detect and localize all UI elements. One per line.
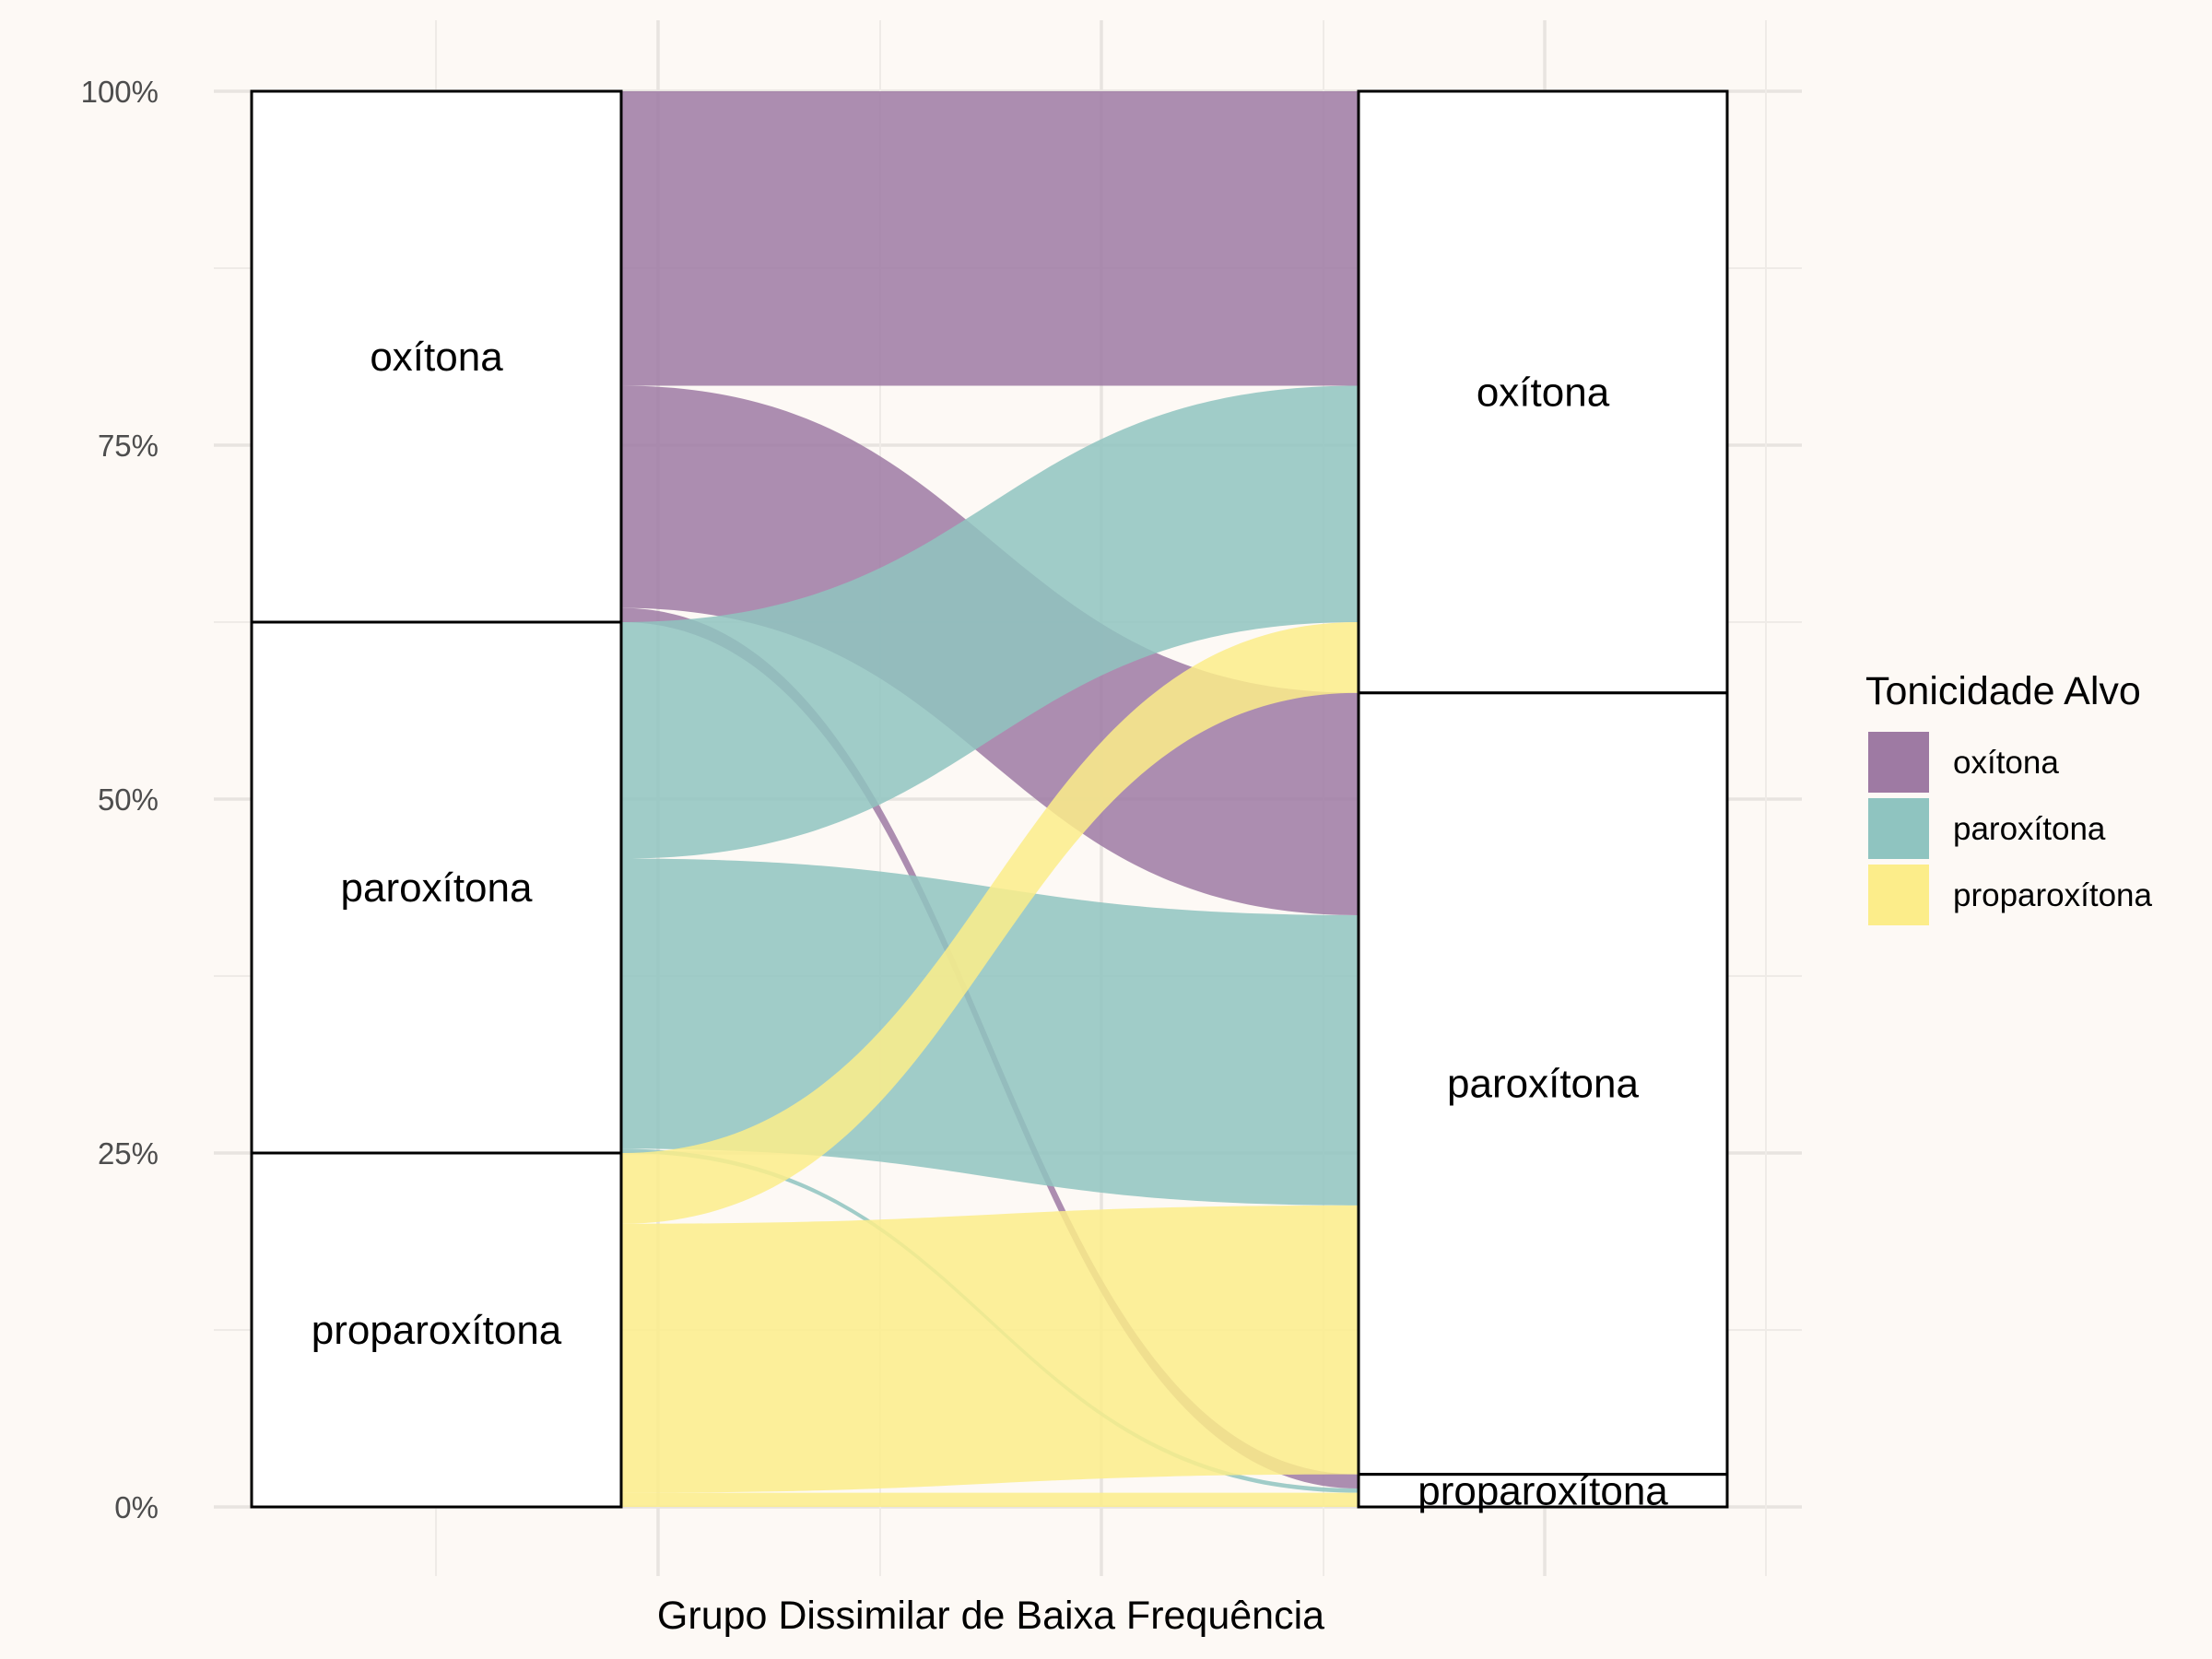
legend: Tonicidade Alvo oxítona paroxítona proparo… [1865,669,2153,925]
y-axis-ticks: 0% 25% 50% 75% 100% [81,75,159,1524]
flow-ribbons [621,91,1359,1507]
stratum-label-left: oxítona [370,335,503,380]
stratum-box-right-paroxítona [1357,691,1729,1477]
y-tick-label: 75% [98,429,159,463]
legend-title: Tonicidade Alvo [1865,669,2141,713]
y-tick-label: 100% [81,75,159,109]
stratum-label-right: paroxítona [1447,1062,1639,1107]
stratum-box-left-oxítona [250,89,623,624]
stratum-box-left-proparoxítona [250,1151,623,1509]
flow-oxítona-to-oxítona [621,91,1359,386]
flow-paroxítona-to-oxítona [621,385,1359,859]
stratum-box-right-proparoxítona [1357,1473,1729,1509]
stratum-box-left-paroxítona [250,620,623,1155]
flow-proparoxítona-to-paroxítona [621,1205,1359,1493]
legend-swatch-paroxítona [1868,798,1929,859]
flow-proparoxítona-to-oxítona [621,622,1359,1224]
y-tick-label: 25% [98,1136,159,1171]
legend-label: oxítona [1953,745,2059,781]
legend-label: proparoxítona [1953,877,2153,913]
stratum-label-right: proparoxítona [1418,1468,1668,1513]
stratum-label-left: paroxítona [341,865,533,911]
legend-swatch-proparoxítona [1868,865,1929,925]
strata-boxes: oxítona paroxítona proparoxítona oxítona par… [250,89,1729,1513]
x-axis-title: Grupo Dissimilar de Baixa Frequência [657,1594,1324,1638]
legend-swatch-oxítona [1868,732,1929,793]
flow-proparoxítona-to-proparoxítona [621,1492,1359,1507]
stratum-box-right-oxítona [1357,89,1729,695]
y-tick-label: 50% [98,782,159,817]
stratum-label-right: oxítona [1477,370,1610,415]
legend-label: paroxítona [1953,811,2106,847]
stratum-label-left: proparoxítona [312,1308,562,1353]
y-tick-label: 0% [114,1490,159,1524]
